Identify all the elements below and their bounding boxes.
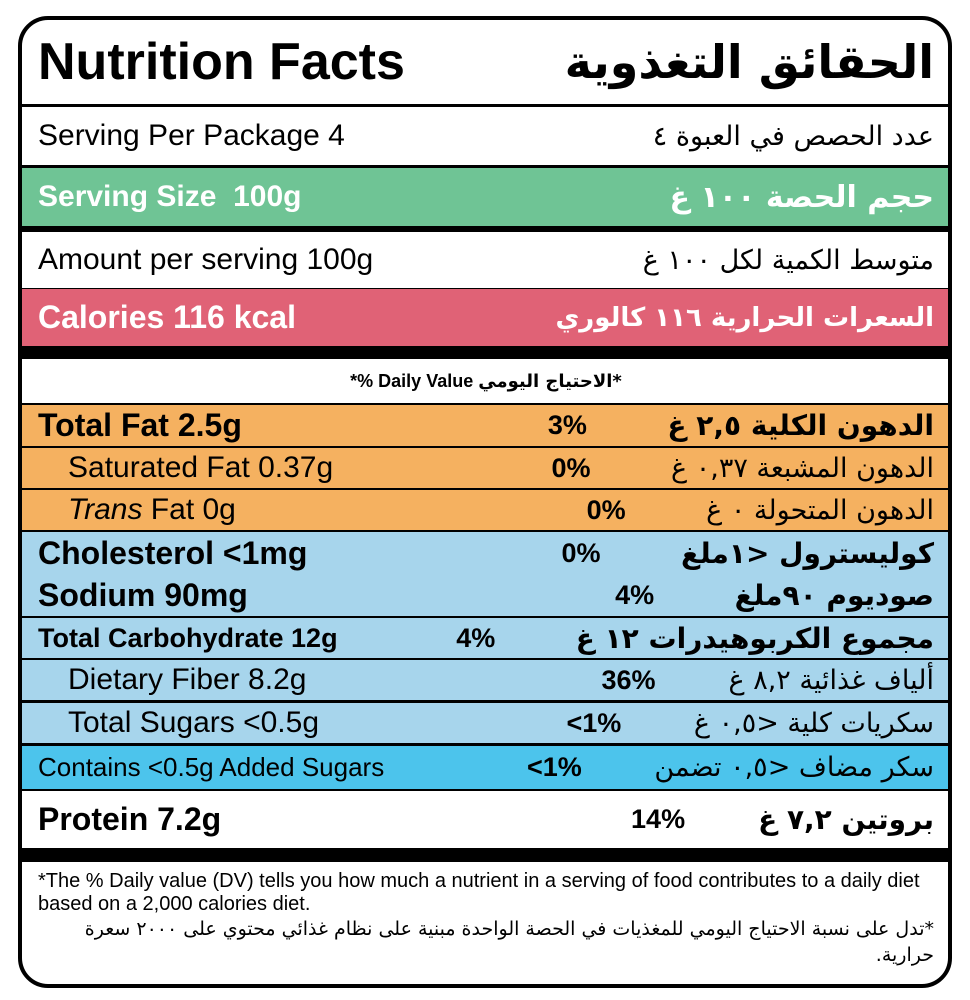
nutrient-dv: 14% <box>631 804 686 834</box>
nutrient-row: Cholesterol <1mg 0% كوليسترول <١ملغ <box>22 532 948 574</box>
nutrient-row: Total Carbohydrate 12g 4% مجموع الكربوهي… <box>22 618 948 658</box>
footnote: *The % Daily value (DV) tells you how mu… <box>22 862 948 984</box>
nutrient-dv: 0% <box>586 494 626 525</box>
amount-per-serving: Amount per serving 100g متوسط الكمية لكل… <box>22 232 948 288</box>
nutrient-name: Sodium 90mg <box>38 576 248 613</box>
nutrient-dv: 0% <box>551 452 591 483</box>
en-text: Serving Size 100g <box>38 180 302 213</box>
nutrient-ar: الدهون المتحولة ٠ غ <box>706 494 934 526</box>
nutrient-row: Sodium 90mg 4% صوديوم ٩٠ملغ <box>22 574 948 616</box>
en-text: *% Daily Value <box>350 370 474 391</box>
nutrient-name: Dietary Fiber 8.2g <box>68 663 307 696</box>
nutrient-name: Trans Fat 0g <box>38 493 546 527</box>
nutrient-row: Dietary Fiber 8.2g 36% ألياف غذائية ٨,٢ … <box>22 660 948 700</box>
daily-value-header: *% Daily Value *الاحتياج اليومي <box>22 359 948 403</box>
en-text: Calories 116 kcal <box>38 299 296 335</box>
nutrient-dv: <1% <box>566 707 622 738</box>
nutrient-name: Saturated Fat 0.37g <box>68 451 334 484</box>
nutrient-name: Total Sugars <0.5g <box>68 706 320 739</box>
calories: Calories 116 kcal السعرات الحرارية ١١٦ ك… <box>22 289 948 346</box>
ar-text: حجم الحصة ١٠٠ غ <box>669 179 934 215</box>
ar-text: *الاحتياج اليومي <box>478 370 622 392</box>
title-row: Nutrition Facts الحقائق التغذوية <box>22 20 948 104</box>
serving-size: Serving Size 100g حجم الحصة ١٠٠ غ <box>22 168 948 226</box>
nutrient-name: Total Fat 2.5g <box>38 407 242 443</box>
nutrient-name: Cholesterol <1mg <box>38 534 308 571</box>
nutrient-ar: ألياف غذائية ٨,٢ غ <box>728 664 934 696</box>
nutrient-dv: 4% <box>456 622 496 653</box>
en-text: Serving Per Package 4 <box>38 119 345 152</box>
nutrient-ar: صوديوم ٩٠ملغ <box>734 578 934 612</box>
nutrient-dv: 3% <box>547 410 587 440</box>
nutrient-dv: 0% <box>561 537 601 568</box>
en-text: Amount per serving 100g <box>38 243 374 276</box>
nutrient-ar: مجموع الكربوهيدرات ١٢ غ <box>575 621 934 655</box>
nutrition-label: Nutrition Facts الحقائق التغذوية Serving… <box>18 16 952 988</box>
nutrient-name: Contains <0.5g Added Sugars <box>38 752 385 782</box>
nutrient-ar: كوليسترول <١ملغ <box>680 536 934 570</box>
nutrient-dv: <1% <box>527 752 582 782</box>
nutrient-name: Protein 7.2g <box>38 801 222 837</box>
nutrient-row: Saturated Fat 0.37g 0% الدهون المشبعة ٠,… <box>22 448 948 488</box>
nutrient-row: Protein 7.2g 14% بروتين ٧,٢ غ <box>22 791 948 848</box>
nutrient-ar: سكر مضاف <٠,٥ تضمن <box>654 752 934 783</box>
nutrient-dv: 36% <box>601 664 656 695</box>
title-en: Nutrition Facts <box>38 33 405 91</box>
nutrient-dv: 4% <box>615 579 655 610</box>
serving-per-package: Serving Per Package 4 عدد الحصص في العبو… <box>22 107 948 165</box>
ar-text: عدد الحصص في العبوة ٤ <box>652 120 934 152</box>
footnote-ar: *تدل على نسبة الاحتياج اليومي للمغذيات ف… <box>84 918 934 966</box>
name-part: Fat 0g <box>142 493 236 526</box>
nutrient-ar: الدهون المشبعة ٠,٣٧ غ <box>671 452 934 484</box>
nutrient-row: Total Fat 2.5g 3% الدهون الكلية ٢,٥ غ <box>22 405 948 446</box>
nutrient-ar: بروتين ٧,٢ غ <box>758 803 934 836</box>
nutrient-row: Contains <0.5g Added Sugars <1% سكر مضاف… <box>22 746 948 789</box>
footnote-en: *The % Daily value (DV) tells you how mu… <box>38 870 920 915</box>
italic-part: Trans <box>68 493 143 526</box>
nutrient-ar: الدهون الكلية ٢,٥ غ <box>667 409 934 442</box>
ar-text: السعرات الحرارية ١١٦ كالوري <box>555 302 934 333</box>
ar-text: متوسط الكمية لكل ١٠٠ غ <box>642 244 934 276</box>
nutrient-name: Total Carbohydrate 12g <box>38 622 338 653</box>
nutrient-ar: سكريات كلية <٠,٥ غ <box>693 707 934 739</box>
title-ar: الحقائق التغذوية <box>564 35 934 89</box>
nutrient-row: Trans Fat 0g 0% الدهون المتحولة ٠ غ <box>22 490 948 530</box>
nutrient-row: Total Sugars <0.5g <1% سكريات كلية <٠,٥ … <box>22 703 948 743</box>
